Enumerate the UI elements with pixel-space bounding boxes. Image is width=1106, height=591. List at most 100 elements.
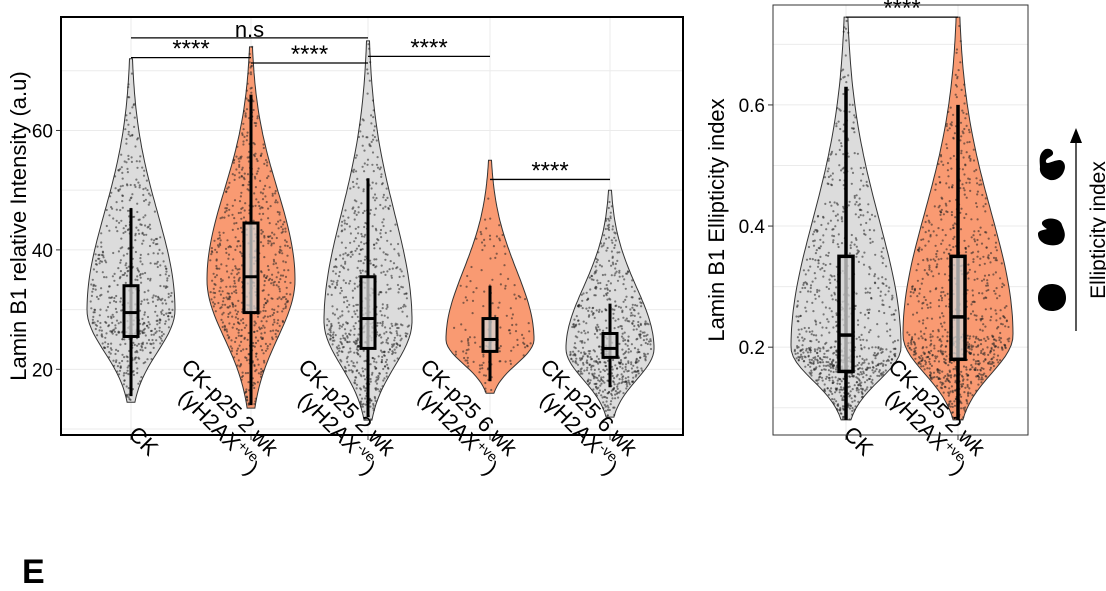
data-point [864,291,867,294]
data-point [348,369,351,372]
data-point [261,192,264,195]
data-point [210,298,213,301]
data-point [115,359,118,362]
data-point [143,291,146,294]
data-point [605,368,609,371]
data-point [598,389,602,392]
data-point [977,383,980,386]
data-point [135,361,138,364]
data-point [235,155,238,158]
data-point [961,183,964,186]
data-point [978,362,981,365]
data-point [865,374,868,377]
data-point [811,301,814,304]
data-point [990,315,993,318]
data-point [649,347,653,351]
data-point [844,54,847,57]
data-point [141,317,144,320]
data-point [265,276,268,279]
data-point [252,384,255,387]
data-point [969,312,973,315]
data-point [213,296,216,299]
data-point [368,143,371,146]
data-point [631,303,634,306]
data-point [264,301,267,305]
data-point [621,378,624,381]
data-point [329,286,332,289]
data-point [874,282,877,285]
data-point [359,248,363,251]
data-point [862,229,866,232]
data-point [592,278,595,281]
data-point [944,294,947,297]
data-point [353,282,356,285]
data-point [357,372,361,375]
data-point [606,291,609,295]
data-point [604,409,608,412]
data-point [894,309,897,312]
data-point [594,326,598,329]
data-point [264,184,267,187]
data-point [624,356,628,359]
data-point [995,312,998,315]
data-point [813,293,817,296]
data-point [260,218,263,221]
data-point [212,287,215,290]
data-point [503,264,506,267]
data-point [387,288,390,291]
data-point [832,239,835,242]
data-point [371,371,374,374]
data-point [235,327,238,330]
data-point [814,358,817,361]
data-point [338,324,341,327]
data-point [391,324,394,328]
data-point [138,186,141,189]
data-point [508,329,511,332]
data-point [960,402,963,405]
data-point [636,369,640,372]
data-point [632,320,635,323]
data-point [632,364,635,367]
data-point [125,114,128,117]
data-point [241,317,245,321]
data-point [592,306,595,309]
data-point [346,336,349,339]
data-point [253,330,256,334]
data-point [128,397,131,401]
data-point [842,130,845,133]
data-point [963,216,966,219]
data-point [982,360,985,363]
data-point [353,218,356,221]
data-point [845,39,848,42]
data-point [602,401,605,404]
data-point [867,203,870,206]
data-point [499,283,502,286]
data-point [118,221,121,224]
data-point [809,361,812,364]
data-point [921,358,924,361]
data-point [228,181,231,184]
data-point [159,337,162,340]
data-point [836,203,839,206]
data-point [968,387,971,390]
data-point [992,361,995,364]
data-point [529,342,532,345]
data-point [993,338,996,341]
data-point [588,276,591,279]
data-point [215,274,218,277]
data-point [373,247,376,250]
data-point [225,328,228,331]
data-point [947,394,950,397]
data-point [975,314,978,317]
data-point [288,246,292,249]
data-point [341,314,344,317]
data-point [865,358,868,361]
data-point [925,272,929,275]
data-point [931,353,934,357]
data-point [614,262,618,265]
data-point [98,314,101,317]
data-point [252,219,255,222]
data-point [588,314,591,317]
data-point [818,365,821,368]
data-point [614,319,617,322]
